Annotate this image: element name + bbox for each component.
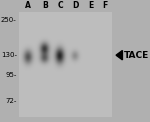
Text: A: A bbox=[25, 1, 31, 10]
Text: E: E bbox=[88, 1, 93, 10]
Text: 250-: 250- bbox=[1, 17, 17, 23]
Text: D: D bbox=[72, 1, 78, 10]
Bar bbox=[69, 13, 82, 117]
Bar bbox=[53, 13, 67, 117]
Polygon shape bbox=[116, 51, 122, 60]
Bar bbox=[21, 13, 35, 117]
Text: C: C bbox=[57, 1, 63, 10]
Text: F: F bbox=[103, 1, 108, 10]
Text: 95-: 95- bbox=[5, 72, 17, 78]
Text: B: B bbox=[42, 1, 48, 10]
Text: 130-: 130- bbox=[1, 52, 17, 58]
Bar bbox=[99, 13, 112, 117]
Text: TACE: TACE bbox=[124, 51, 149, 60]
Bar bbox=[84, 13, 97, 117]
Text: 72-: 72- bbox=[5, 98, 17, 104]
Bar bbox=[38, 13, 51, 117]
Bar bbox=[19, 13, 112, 117]
